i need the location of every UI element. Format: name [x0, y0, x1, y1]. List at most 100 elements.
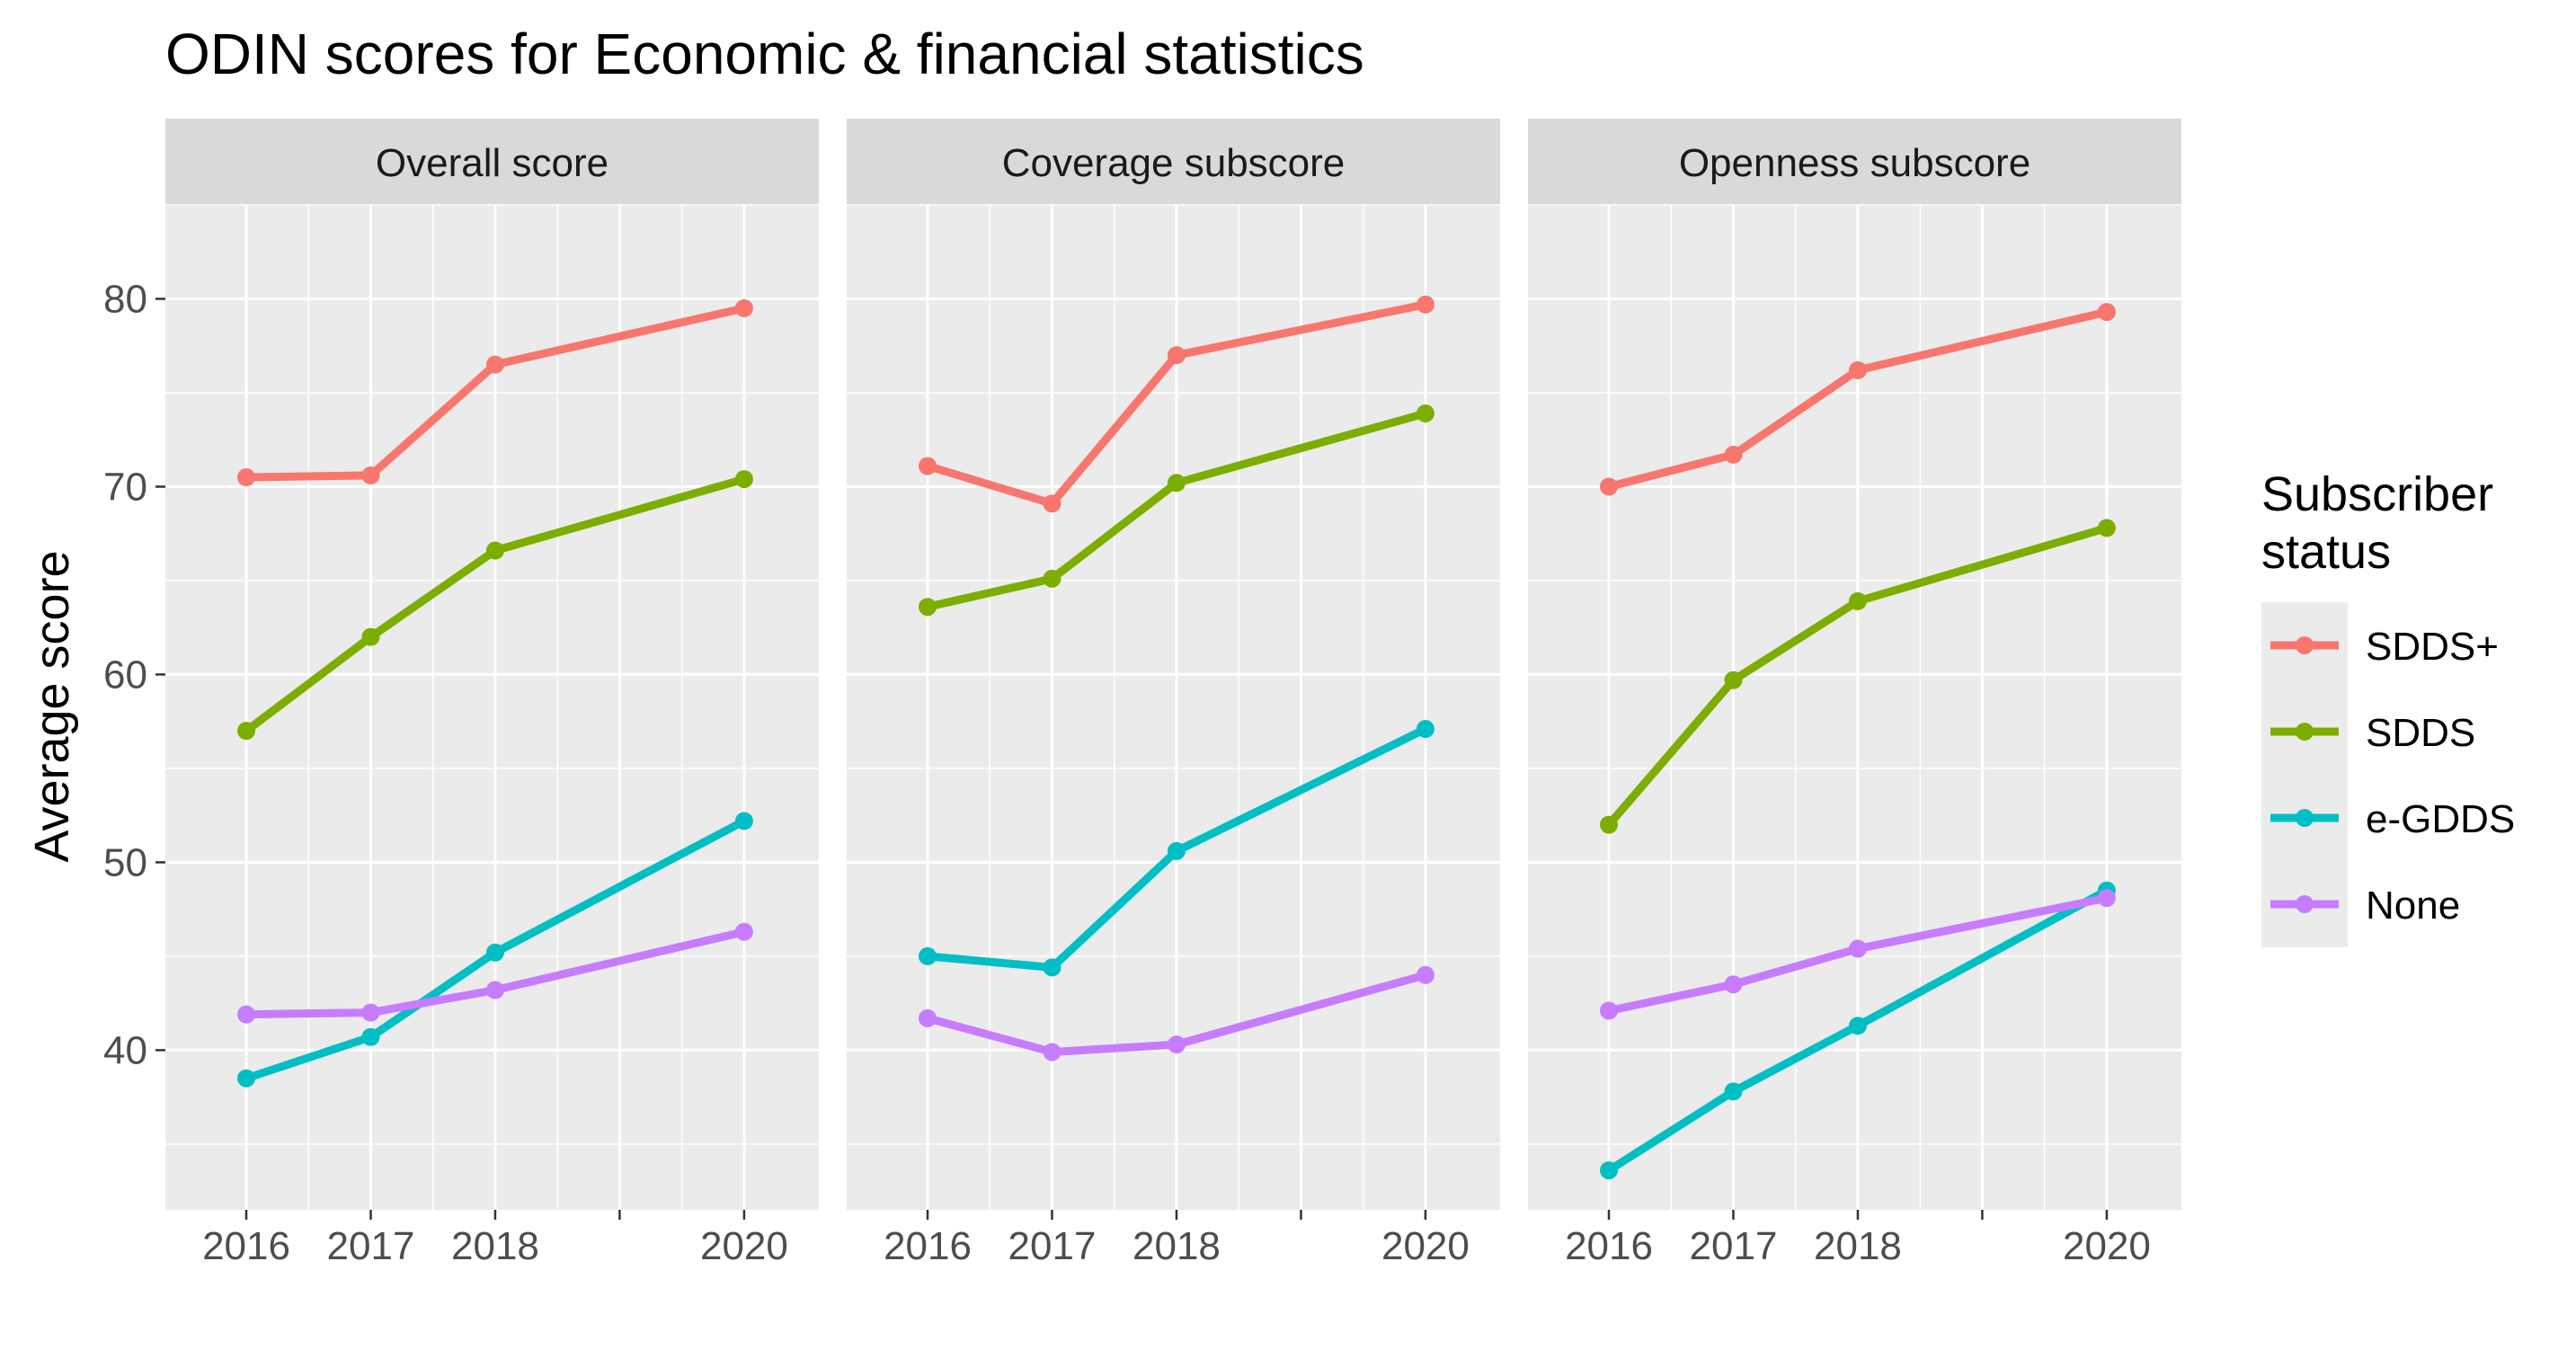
series-line-sdds: [927, 409, 1427, 611]
data-point-sdds-plus: [1848, 360, 1867, 379]
data-point-e-gdds: [1043, 958, 1061, 977]
data-point-sdds-plus: [1724, 445, 1743, 464]
data-point-sdds: [1167, 474, 1186, 493]
data-point-none: [1848, 939, 1867, 958]
legend-key-point-none: [2296, 895, 2314, 913]
series-line-none: [245, 928, 745, 1019]
data-point-none: [734, 922, 753, 941]
series-sdds-coverage-subscore: [919, 404, 1435, 617]
series-none-openness-subscore: [1600, 889, 2116, 1020]
x-tick-label: 2017: [327, 1224, 415, 1268]
data-point-sdds-plus: [361, 466, 380, 484]
legend-label-none: None: [2366, 884, 2460, 928]
series-sdds-plus-overall-score: [237, 298, 753, 487]
y-tick-label: 60: [103, 653, 147, 697]
legend-label-e-gdds: e-GDDS: [2366, 797, 2515, 841]
data-point-none: [1600, 1001, 1619, 1020]
series-line-sdds: [244, 475, 746, 734]
series-line-sdds-plus: [1607, 307, 2108, 491]
legend-key-point-e-gdds: [2296, 809, 2314, 827]
data-point-none: [237, 1005, 256, 1024]
series-line-none: [926, 971, 1427, 1056]
strip-label-openness-subscore: Openness subscore: [1679, 141, 2030, 185]
legend-label-sdds-plus: SDDS+: [2366, 625, 2499, 669]
y-tick-label: 80: [103, 277, 147, 321]
data-point-e-gdds: [1848, 1017, 1867, 1035]
legend-title-line-1: Subscriber: [2261, 467, 2493, 521]
series-line-sdds-plus: [926, 300, 1426, 508]
data-point-sdds-plus: [1416, 295, 1435, 314]
series-sdds-plus-coverage-subscore: [919, 295, 1435, 513]
data-point-none: [1724, 975, 1743, 994]
y-axis-title: Average score: [25, 550, 79, 862]
x-tick-label: 2020: [2063, 1224, 2151, 1268]
series-line-e-gdds: [927, 724, 1427, 972]
strip-coverage-subscore: [847, 119, 1500, 205]
legend-key-point-sdds: [2296, 723, 2314, 741]
legend: Subscriber status SDDS+ SDDS e-GDDS None: [2261, 467, 2515, 947]
data-point-none: [919, 1008, 937, 1027]
series-line-none: [1608, 893, 2108, 1015]
legend-label-sdds: SDDS: [2366, 711, 2475, 755]
data-point-sdds-plus: [1167, 346, 1186, 365]
panel-overall-score: Overall score 2016 2017 2018 2020 40 50 60 70 80: [103, 119, 819, 1268]
series-sdds-plus-openness-subscore: [1600, 303, 2116, 496]
data-point-e-gdds: [1600, 1161, 1619, 1180]
data-point-sdds-plus: [485, 355, 504, 374]
series-sdds-overall-score: [237, 470, 753, 741]
strip-overall-score: [165, 119, 819, 205]
x-tick-label: 2018: [1814, 1224, 1902, 1268]
data-point-sdds-plus: [2097, 303, 2116, 322]
y-tick-label: 40: [103, 1028, 147, 1072]
data-point-e-gdds: [361, 1027, 380, 1046]
y-tick-label: 50: [103, 840, 147, 884]
data-point-sdds-plus: [1600, 477, 1619, 496]
data-point-sdds: [1416, 404, 1435, 422]
data-point-sdds: [361, 627, 380, 646]
data-point-none: [361, 1003, 380, 1022]
data-point-none: [1416, 965, 1435, 984]
series-line-sdds: [1605, 524, 2109, 828]
data-point-sdds: [919, 598, 937, 617]
data-point-sdds: [237, 722, 256, 741]
panel-openness-subscore: Openness subscore 2016 2017 2018 2020: [1528, 119, 2181, 1268]
data-point-e-gdds: [919, 946, 937, 965]
panel-background-openness-subscore: [1528, 205, 2181, 1210]
data-point-e-gdds: [237, 1069, 256, 1088]
series-line-sdds-plus: [245, 304, 745, 482]
data-point-sdds-plus: [919, 457, 937, 475]
data-point-none: [1167, 1035, 1186, 1054]
x-tick-label: 2016: [884, 1224, 972, 1268]
data-point-e-gdds: [1724, 1082, 1743, 1101]
data-point-none: [1043, 1043, 1061, 1061]
legend-title-line-2: status: [2261, 525, 2391, 579]
data-point-sdds: [1600, 815, 1619, 834]
series-line-e-gdds: [244, 817, 747, 1082]
data-point-sdds: [1848, 591, 1867, 610]
series-e-gdds-overall-score: [237, 812, 753, 1088]
x-tick-label: 2017: [1690, 1224, 1778, 1268]
data-point-sdds-plus: [237, 468, 256, 487]
legend-key-point-sdds-plus: [2296, 636, 2314, 654]
series-e-gdds-openness-subscore: [1600, 881, 2116, 1180]
x-tick-label: 2020: [1381, 1224, 1470, 1268]
x-tick-label: 2018: [1133, 1224, 1221, 1268]
chart-title: ODIN scores for Economic & financial sta…: [165, 22, 1364, 86]
data-point-sdds: [2097, 519, 2116, 537]
series-none-overall-score: [237, 922, 753, 1024]
strip-label-coverage-subscore: Coverage subscore: [1002, 141, 1346, 185]
strip-label-overall-score: Overall score: [376, 141, 608, 185]
data-point-sdds-plus: [1043, 494, 1061, 513]
data-point-e-gdds: [1167, 841, 1186, 860]
data-point-e-gdds: [485, 943, 504, 962]
legend-key-background: [2261, 602, 2348, 947]
panel-background-overall-score: [165, 205, 819, 1210]
data-point-none: [2097, 889, 2116, 908]
x-tick-label: 2016: [1565, 1224, 1653, 1268]
series-sdds-openness-subscore: [1600, 519, 2116, 834]
data-point-sdds-plus: [734, 298, 753, 317]
data-point-sdds: [1724, 671, 1743, 689]
y-tick-label: 70: [103, 465, 147, 509]
series-line-e-gdds: [1606, 886, 2110, 1174]
